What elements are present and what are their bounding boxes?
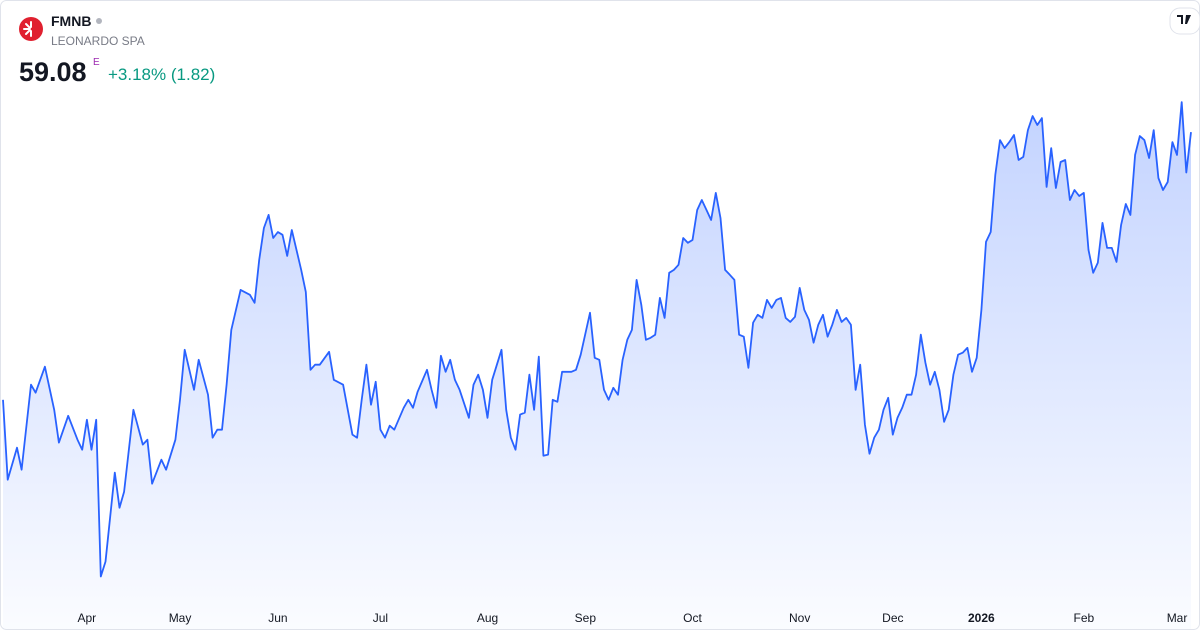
symbol: FMNB	[51, 13, 91, 29]
x-tick-label: Jun	[268, 611, 287, 625]
price-flag: E	[93, 57, 100, 68]
price-change: +3.18% (1.82)	[108, 65, 215, 84]
x-tick-label: Dec	[882, 611, 903, 625]
x-tick-label: Nov	[789, 611, 810, 625]
logo	[19, 17, 43, 41]
tradingview-logo[interactable]	[1169, 7, 1200, 35]
x-tick-label: Mar	[1167, 611, 1188, 625]
logo-badge	[1169, 7, 1200, 35]
x-tick-label: Sep	[575, 611, 597, 625]
plot-area: Apr May Jun Jul Aug Sep Oct Nov Dec 2026 Feb Mar	[2, 101, 1192, 630]
x-tick-label: Aug	[477, 611, 498, 625]
x-tick-label: 2026	[968, 611, 995, 625]
x-tick-label: Jul	[373, 611, 388, 625]
area-fill	[3, 102, 1191, 630]
price: 59.08	[19, 57, 87, 87]
logo-circle	[19, 17, 43, 41]
x-tick-label: Oct	[683, 611, 702, 625]
status-dot	[96, 18, 102, 24]
x-tick-label: May	[169, 611, 192, 625]
logo-glyph	[1177, 15, 1191, 24]
company-name: LEONARDO SPA	[51, 34, 145, 48]
logo-mark	[23, 21, 32, 37]
x-tick-label: Feb	[1074, 611, 1095, 625]
price-line	[2, 101, 1192, 578]
x-tick-label: Apr	[78, 611, 97, 625]
